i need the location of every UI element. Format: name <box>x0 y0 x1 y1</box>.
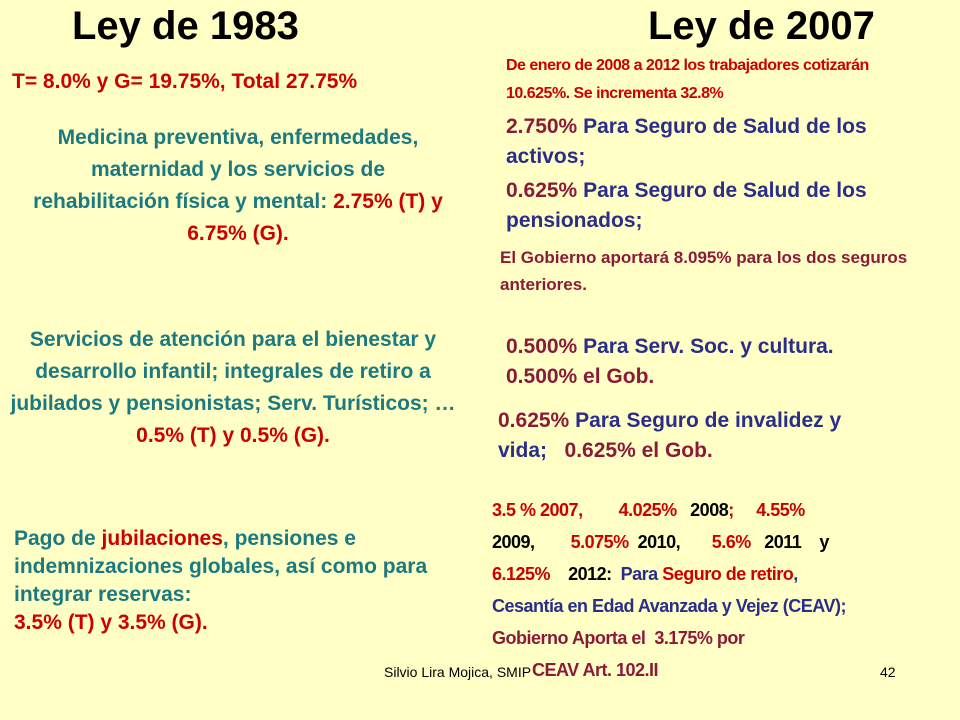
invalidez-text: Para Seguro de invalidez y vida; <box>498 409 842 462</box>
right-invalidez: 0.625% Para Seguro de invalidez y vida; … <box>498 406 928 466</box>
retiro-r11: y <box>819 532 829 552</box>
retiro-r20: 3.175% por <box>654 628 745 648</box>
right-intro: De enero de 2008 a 2012 los trabajadores… <box>506 52 906 108</box>
cultura-rate: 0.500% <box>506 335 578 358</box>
retiro-r18: Cesantía en Edad Avanzada y Vejez (CEAV)… <box>492 596 846 616</box>
medicina-rate: 2.75% (T) y 6.75% (G). <box>187 190 443 245</box>
right-retiro-schedule: 3.5 % 2007, 4.025% 2008; 4.55% 2009, 5.0… <box>492 494 922 686</box>
left-block-jubilaciones: Pago de jubilaciones, pensiones e indemn… <box>14 525 454 637</box>
activos-rate: 2.750% <box>506 115 578 138</box>
left-block-medicina: Medicina preventiva, enfermedades, mater… <box>22 122 454 250</box>
retiro-r16: Seguro de retiro <box>662 564 794 584</box>
right-salud-pensionados: 0.625% Para Seguro de Salud de los pensi… <box>506 176 926 236</box>
medicina-text: Medicina preventiva, enfermedades, mater… <box>33 126 419 213</box>
retiro-r7: 5.075% <box>570 532 630 552</box>
right-cultura: 0.500% Para Serv. Soc. y cultura. 0.500%… <box>506 332 936 392</box>
retiro-r5: 4.55% <box>756 500 805 520</box>
cultura-text: Para Serv. Soc. y cultura. <box>577 335 834 358</box>
retiro-r2: 4.025% <box>618 500 678 520</box>
retiro-r17: , <box>793 564 798 584</box>
retiro-r8: 2010, <box>637 532 681 552</box>
retiro-r12: 6.125% <box>492 564 551 584</box>
retiro-r9: 5.6% <box>711 532 752 552</box>
invalidez-gob: 0.625% el Gob. <box>564 439 713 462</box>
retiro-r19: Gobierno Aporta el <box>492 628 646 648</box>
retiro-r4: ; <box>728 500 734 520</box>
intro-text: De enero de 2008 a 2012 los trabajadores… <box>506 57 869 102</box>
right-gobierno-salud: El Gobierno aportará 8.095% para los dos… <box>500 248 908 294</box>
pensionados-rate: 0.625% <box>506 179 578 202</box>
jubilaciones-rate: 3.5% (T) y 3.5% (G). <box>14 611 208 634</box>
invalidez-rate: 0.625% <box>498 409 570 432</box>
left-total-contribution: T= 8.0% y G= 19.75%, Total 27.75% <box>12 70 358 93</box>
activos-text: Para Seguro de Salud de los activos; <box>506 115 867 168</box>
retiro-r6: 2009, <box>492 532 535 552</box>
footer-author: Silvio Lira Mojica, SMIP <box>384 664 532 680</box>
retiro-r21: CEAV Art. 102.II <box>532 660 659 680</box>
retiro-r13: 2012 <box>568 564 607 584</box>
title-ley-1983: Ley de 1983 <box>72 4 299 48</box>
jubilaciones-text-c: , pensiones e indemnizaciones globales, … <box>14 527 428 606</box>
jubilaciones-keyword: jubilaciones <box>101 527 223 550</box>
pensionados-text: Para Seguro de Salud de los pensionados; <box>506 179 867 232</box>
right-salud-activos: 2.750% Para Seguro de Salud de los activ… <box>506 112 926 172</box>
retiro-r10: 2011 <box>764 532 802 552</box>
retiro-r15: Para <box>620 564 659 584</box>
servicios-rate: 0.5% (T) y 0.5% (G). <box>136 424 330 447</box>
servicios-text: Servicios de atención para el bienestar … <box>10 328 456 415</box>
retiro-r3: 2008 <box>690 500 729 520</box>
retiro-r14: : <box>606 564 612 584</box>
cultura-gob: 0.500% el Gob. <box>506 365 655 388</box>
left-block-servicios: Servicios de atención para el bienestar … <box>10 324 456 452</box>
jubilaciones-text-a: Pago de <box>14 527 102 550</box>
retiro-r1: 3.5 % 2007, <box>492 500 583 520</box>
title-ley-2007: Ley de 2007 <box>648 4 875 48</box>
footer-page-number: 42 <box>880 664 896 680</box>
